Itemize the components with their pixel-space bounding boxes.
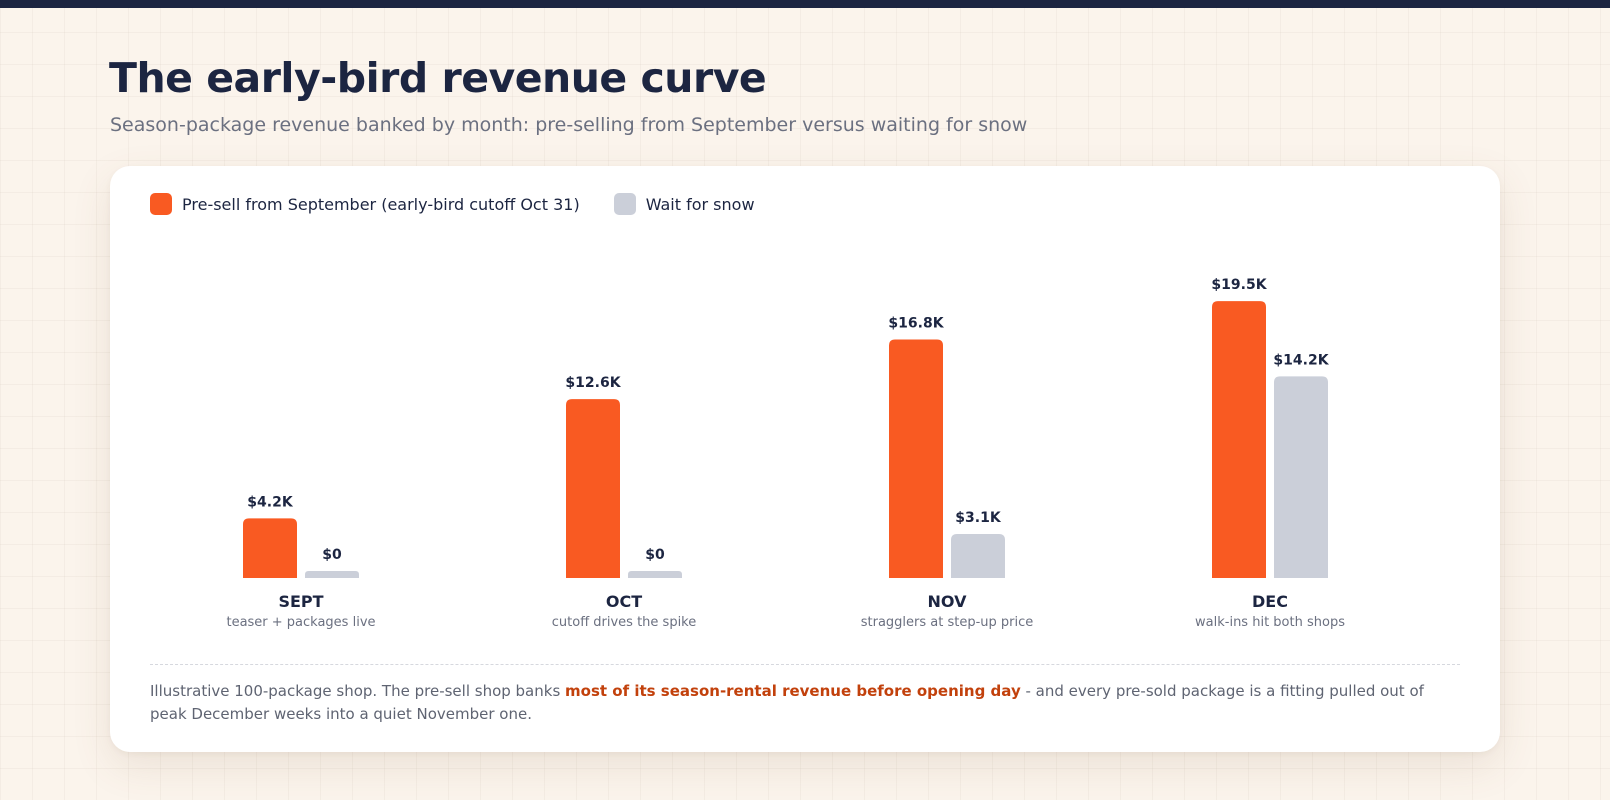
legend-swatch-wait — [613, 193, 636, 215]
data-label-presell-sept: $4.2K — [247, 494, 294, 510]
data-label-wait-nov: $3.1K — [955, 510, 1002, 526]
bar-chart: $4.2K $0 SEPT teaser + packages live $12.6K $… — [226, 277, 1345, 630]
data-label-wait-sept: $0 — [322, 547, 342, 563]
category-note-dec: walk-ins hit both shops — [1195, 615, 1345, 630]
legend-label-presell: Pre-sell from September (early-bird cuto… — [182, 194, 580, 214]
category-label-sept: SEPT — [278, 592, 323, 611]
data-label-presell-oct: $12.6K — [565, 375, 621, 391]
data-label-presell-nov: $16.8K — [888, 315, 944, 331]
page-title: The early-bird revenue curve — [109, 54, 767, 102]
bar-presell-nov — [889, 339, 943, 578]
bar-presell-oct — [566, 399, 620, 578]
data-label-wait-oct: $0 — [645, 547, 665, 563]
bar-wait-sept — [305, 571, 359, 578]
legend-item-presell[interactable]: Pre-sell from September (early-bird cuto… — [150, 193, 580, 215]
footnote-highlight: most of its season-rental revenue before… — [565, 682, 1021, 700]
footnote-text-start: Illustrative 100-package shop. The pre-s… — [150, 682, 566, 700]
legend-item-wait[interactable]: Wait for snow — [613, 193, 755, 215]
bar-wait-dec — [1274, 376, 1328, 578]
category-note-oct: cutoff drives the spike — [552, 615, 697, 630]
bar-wait-nov — [951, 533, 1005, 578]
bar-wait-oct — [628, 571, 682, 578]
bar-presell-sept — [243, 518, 297, 578]
category-label-nov: NOV — [928, 592, 968, 611]
category-label-dec: DEC — [1252, 592, 1288, 611]
chart-card: Pre-sell from September (early-bird cuto… — [110, 166, 1500, 752]
category-note-nov: stragglers at step-up price — [861, 615, 1034, 630]
footnote: Illustrative 100-package shop. The pre-s… — [150, 680, 1440, 726]
legend-swatch-presell — [150, 193, 172, 215]
category-note-sept: teaser + packages live — [226, 615, 375, 630]
category-label-oct: OCT — [606, 592, 642, 611]
chart-legend: Pre-sell from September (early-bird cuto… — [150, 193, 789, 215]
page-subtitle: Season-package revenue banked by month: … — [110, 114, 1028, 136]
footnote-text-end: - and every pre-sold package is a fittin… — [150, 682, 1424, 723]
footnote-divider — [150, 664, 1460, 665]
top-accent-bar — [0, 0, 1610, 8]
bar-presell-dec — [1212, 301, 1266, 578]
data-label-wait-dec: $14.2K — [1273, 352, 1329, 368]
data-label-presell-dec: $19.5K — [1211, 277, 1267, 293]
legend-label-wait: Wait for snow — [645, 194, 755, 214]
